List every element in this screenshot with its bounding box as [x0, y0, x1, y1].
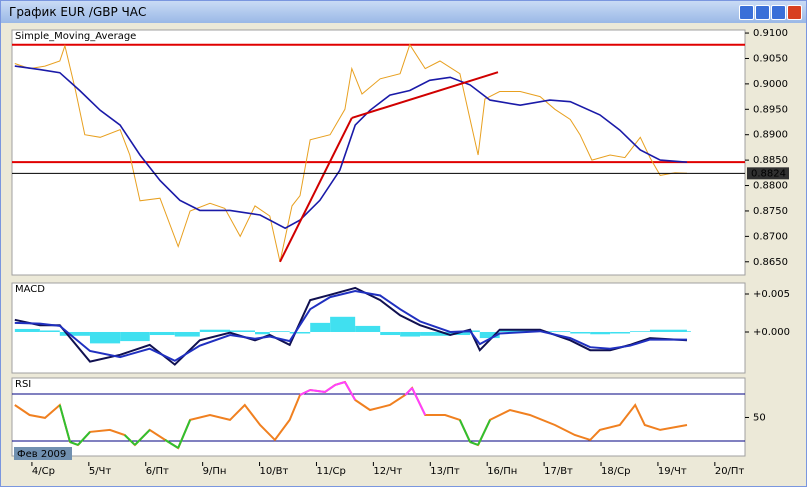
y-tick-label: +0.005: [753, 289, 790, 300]
panel: [11, 29, 746, 276]
current-price-label: 0.8824: [751, 168, 786, 179]
histogram-bar: [355, 325, 381, 332]
y-tick-label: 0.8900: [753, 130, 788, 141]
window-title: График EUR /GBP ЧАС: [9, 5, 147, 19]
histogram-bar: [610, 331, 631, 334]
y-tick-label: 0.8850: [753, 155, 788, 166]
price-line: [14, 43, 688, 262]
panel-label: MACD: [15, 284, 45, 295]
rsi-highlight: [134, 429, 151, 446]
histogram-bar: [630, 331, 650, 332]
y-tick-label: 0.8950: [753, 104, 788, 115]
histogram-bar: [450, 331, 471, 336]
y-tick-label: 0.8700: [753, 231, 788, 242]
histogram-bar: [479, 331, 500, 339]
histogram-bar: [649, 329, 687, 332]
current-price-box: [747, 167, 789, 180]
histogram-bar: [540, 331, 571, 332]
button-maximize[interactable]: [771, 5, 786, 20]
x-tick-label: 19/Чт: [658, 466, 687, 477]
histogram-bar: [39, 330, 60, 332]
rsi-highlight: [123, 434, 136, 446]
rsi-highlight: [477, 419, 491, 446]
histogram-bar: [330, 316, 356, 332]
histogram-bar: [470, 330, 480, 332]
rsi-highlight: [344, 381, 357, 401]
button-restore[interactable]: [755, 5, 770, 20]
rsi-highlight: [69, 441, 79, 446]
histogram-bar: [269, 331, 290, 332]
button-minimize[interactable]: [739, 5, 754, 20]
x-tick-label: 9/Пн: [203, 466, 227, 477]
rsi-highlight: [77, 431, 91, 446]
x-tick-label: 11/Ср: [316, 466, 345, 477]
x-tick-label: 20/Пт: [715, 466, 745, 477]
histogram-bar: [499, 329, 541, 332]
period-label: Фев 2009: [17, 449, 66, 460]
y-tick-label: 0.8800: [753, 181, 788, 192]
trend-line: [351, 71, 499, 119]
x-tick-label: 17/Вт: [544, 466, 573, 477]
x-tick-label: 16/Пн: [487, 466, 517, 477]
panel: [11, 377, 746, 457]
histogram-bar: [570, 331, 591, 334]
histogram-bar: [289, 331, 311, 334]
histogram-bar: [89, 331, 121, 344]
rsi-highlight: [177, 419, 192, 449]
rsi-highlight: [334, 381, 346, 386]
price-line: [14, 65, 688, 230]
y-tick-label: 0.9050: [753, 53, 788, 64]
rsi-highlight: [458, 419, 472, 443]
histogram-bar: [59, 331, 90, 336]
y-tick-label: +0.000: [753, 327, 790, 338]
rsi-highlight: [469, 441, 479, 446]
histogram-bar: [590, 331, 611, 335]
x-tick-label: 13/Пт: [430, 466, 460, 477]
histogram-bar: [310, 322, 331, 332]
histogram-bar: [420, 331, 451, 336]
rsi-highlight: [411, 387, 427, 416]
period-box: [14, 447, 72, 460]
panel-label: RSI: [15, 379, 31, 390]
x-tick-label: 12/Чт: [373, 466, 402, 477]
rsi-highlight: [299, 389, 311, 396]
trend-line: [279, 117, 353, 263]
title-bar: График EUR /GBP ЧАС: [1, 1, 806, 23]
macd-line: [14, 289, 687, 362]
y-tick-label: 0.8750: [753, 206, 788, 217]
x-tick-label: 4/Ср: [32, 466, 55, 477]
rsi-highlight: [404, 387, 413, 396]
button-close[interactable]: [787, 5, 802, 20]
rsi-highlight: [164, 439, 179, 449]
x-tick-label: 6/Пт: [146, 466, 169, 477]
histogram-bar: [199, 329, 230, 332]
histogram-bar: [174, 331, 200, 337]
histogram-bar: [14, 328, 40, 332]
histogram-bar: [149, 331, 175, 336]
histogram-bar: [400, 331, 421, 337]
histogram-bar: [120, 331, 150, 342]
macd-line: [14, 286, 688, 366]
histogram-bar: [255, 331, 270, 335]
y-tick-label: 50: [753, 412, 766, 423]
y-tick-label: 0.9000: [753, 79, 788, 90]
histogram-bar: [686, 331, 691, 332]
histogram-bar: [229, 330, 256, 332]
x-tick-label: 5/Чт: [89, 466, 112, 477]
chart: Simple_Moving_Average 0.8650 0.8700 0.8750 0…: [11, 28, 790, 477]
histogram-bar: [380, 331, 401, 336]
panel-label: Simple_Moving_Average: [15, 31, 136, 42]
y-tick-label: 0.9100: [753, 28, 788, 39]
rsi-highlight: [310, 388, 326, 393]
rsi-highlight: [58, 404, 72, 443]
x-tick-label: 18/Ср: [601, 466, 630, 477]
rsi-highlight: [324, 384, 336, 393]
y-tick-label: 0.8650: [753, 257, 788, 268]
x-tick-label: 10/Вт: [260, 466, 289, 477]
